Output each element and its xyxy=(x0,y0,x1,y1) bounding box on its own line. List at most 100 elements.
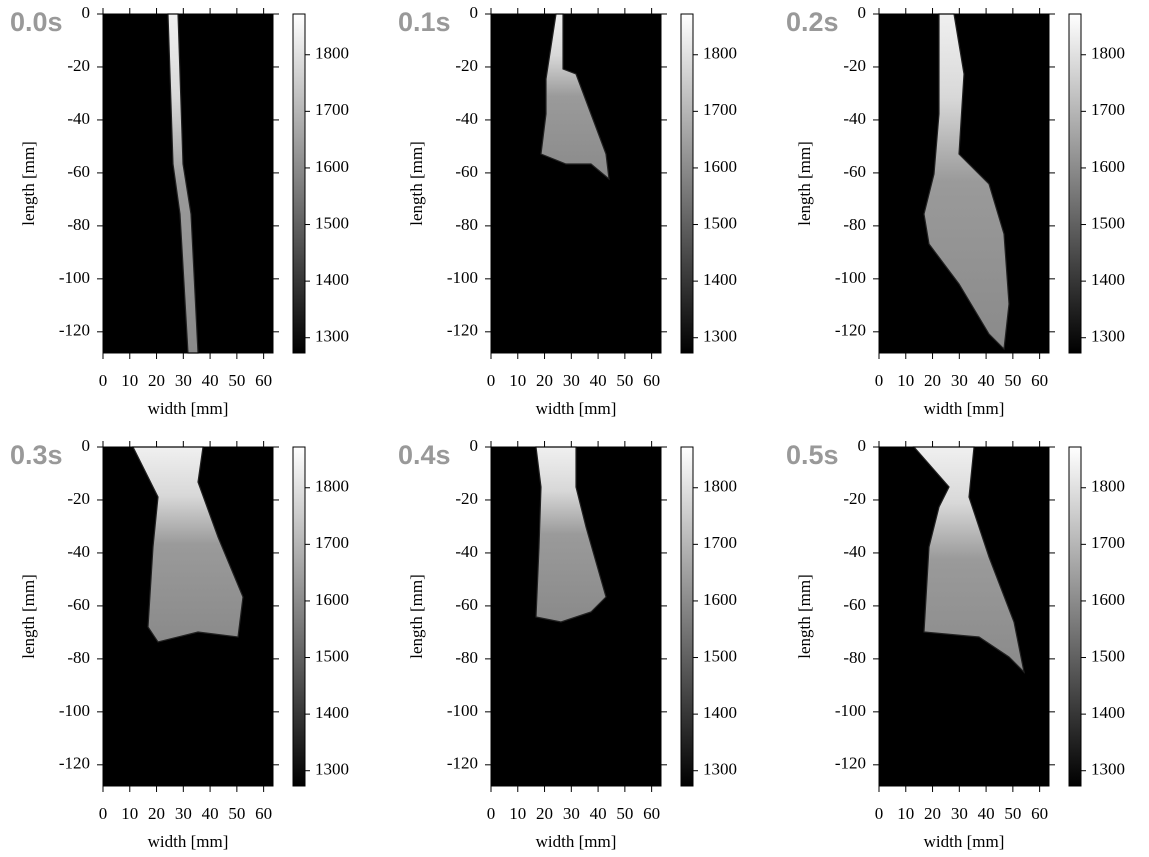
x-tick-label: 20 xyxy=(536,371,553,390)
y-tick-label: -20 xyxy=(67,56,90,75)
x-tick-label: 60 xyxy=(643,804,660,823)
x-tick-label: 0 xyxy=(99,371,108,390)
colorbar-tick-label: 1500 xyxy=(703,646,737,665)
y-tick-label: -20 xyxy=(455,56,478,75)
colorbar-tick-label: 1800 xyxy=(703,477,737,496)
colorbar xyxy=(680,13,694,354)
colorbar-tick-label: 1700 xyxy=(703,533,737,552)
y-tick-label: -100 xyxy=(835,701,866,720)
axes-frame xyxy=(102,13,274,354)
colorbar-tick-label: 1800 xyxy=(703,44,737,63)
y-tick-label: -120 xyxy=(835,321,866,340)
y-tick-label: -40 xyxy=(67,542,90,561)
x-tick-label: 0 xyxy=(99,804,108,823)
y-tick-label: -120 xyxy=(447,754,478,773)
colorbar-tick-label: 1400 xyxy=(315,703,349,722)
y-tick-label: 0 xyxy=(858,3,867,22)
axes-frame xyxy=(878,13,1050,354)
colorbar-tick-label: 1500 xyxy=(315,646,349,665)
x-axis-label: width [mm] xyxy=(536,399,617,418)
heat-region xyxy=(912,446,1025,674)
x-tick-label: 0 xyxy=(875,804,884,823)
y-axis-label: length [mm] xyxy=(795,574,814,659)
x-tick-label: 50 xyxy=(228,804,245,823)
colorbar-tick-label: 1700 xyxy=(315,100,349,119)
y-tick-label: 0 xyxy=(82,436,91,455)
x-tick-label: 0 xyxy=(487,804,496,823)
y-tick-label: -60 xyxy=(67,595,90,614)
y-tick-label: -40 xyxy=(455,109,478,128)
colorbar-tick-label: 1400 xyxy=(1091,270,1125,289)
y-tick-label: -80 xyxy=(67,215,90,234)
heat-region xyxy=(132,446,244,643)
colorbar-tick-label: 1700 xyxy=(315,533,349,552)
axes-frame xyxy=(490,446,662,787)
x-axis-label: width [mm] xyxy=(924,399,1005,418)
y-tick-label: -60 xyxy=(843,595,866,614)
y-axis-label: length [mm] xyxy=(795,141,814,226)
panel-title: 0.2s xyxy=(786,7,839,37)
colorbar-tick-label: 1700 xyxy=(703,100,737,119)
colorbar-tick-label: 1600 xyxy=(1091,157,1125,176)
x-tick-label: 0 xyxy=(487,371,496,390)
heat-region xyxy=(535,446,607,623)
y-tick-label: -100 xyxy=(447,701,478,720)
axes-frame xyxy=(102,446,274,787)
y-tick-label: -40 xyxy=(843,109,866,128)
x-tick-label: 20 xyxy=(924,371,941,390)
colorbar-tick-label: 1500 xyxy=(315,213,349,232)
x-tick-label: 20 xyxy=(924,804,941,823)
colorbar-tick-label: 1700 xyxy=(1091,533,1125,552)
x-tick-label: 60 xyxy=(255,804,272,823)
y-tick-label: -100 xyxy=(447,268,478,287)
colorbar-tick-label: 1300 xyxy=(315,760,349,779)
y-tick-label: -60 xyxy=(455,162,478,181)
colorbar-tick-label: 1800 xyxy=(1091,477,1125,496)
colorbar xyxy=(292,446,306,787)
x-axis-label: width [mm] xyxy=(148,832,229,851)
y-axis-label: length [mm] xyxy=(407,574,426,659)
x-tick-label: 40 xyxy=(978,804,995,823)
x-tick-label: 60 xyxy=(1031,804,1048,823)
y-tick-label: 0 xyxy=(82,3,91,22)
colorbar-tick-label: 1600 xyxy=(703,590,737,609)
x-tick-label: 20 xyxy=(148,804,165,823)
y-tick-label: -20 xyxy=(455,489,478,508)
y-tick-label: 0 xyxy=(470,436,479,455)
x-tick-label: 10 xyxy=(509,371,526,390)
heat-region xyxy=(923,13,1010,351)
x-tick-label: 40 xyxy=(590,804,607,823)
colorbar-tick-label: 1300 xyxy=(1091,327,1125,346)
y-tick-label: -80 xyxy=(455,215,478,234)
x-tick-label: 50 xyxy=(1004,371,1021,390)
x-tick-label: 50 xyxy=(1004,804,1021,823)
colorbar-tick-label: 1500 xyxy=(703,213,737,232)
y-tick-label: -120 xyxy=(59,321,90,340)
x-axis-label: width [mm] xyxy=(148,399,229,418)
y-tick-label: -40 xyxy=(843,542,866,561)
y-axis-label: length [mm] xyxy=(407,141,426,226)
x-tick-label: 50 xyxy=(616,371,633,390)
colorbar-tick-label: 1400 xyxy=(315,270,349,289)
y-tick-label: -20 xyxy=(67,489,90,508)
x-tick-label: 30 xyxy=(175,804,192,823)
colorbar xyxy=(1068,13,1082,354)
colorbar-tick-label: 1300 xyxy=(315,327,349,346)
x-tick-label: 30 xyxy=(563,371,580,390)
heat-region xyxy=(540,13,610,181)
colorbar-tick-label: 1600 xyxy=(315,157,349,176)
colorbar-tick-label: 1500 xyxy=(1091,646,1125,665)
x-axis-label: width [mm] xyxy=(924,832,1005,851)
colorbar-tick-label: 1800 xyxy=(315,44,349,63)
colorbar-tick-label: 1300 xyxy=(703,760,737,779)
x-tick-label: 30 xyxy=(563,804,580,823)
x-tick-label: 10 xyxy=(897,371,914,390)
x-tick-label: 40 xyxy=(978,371,995,390)
y-tick-label: -80 xyxy=(67,648,90,667)
x-tick-label: 60 xyxy=(1031,371,1048,390)
y-tick-label: -100 xyxy=(59,701,90,720)
colorbar-tick-label: 1400 xyxy=(703,703,737,722)
y-tick-label: 0 xyxy=(858,436,867,455)
y-tick-label: -120 xyxy=(447,321,478,340)
